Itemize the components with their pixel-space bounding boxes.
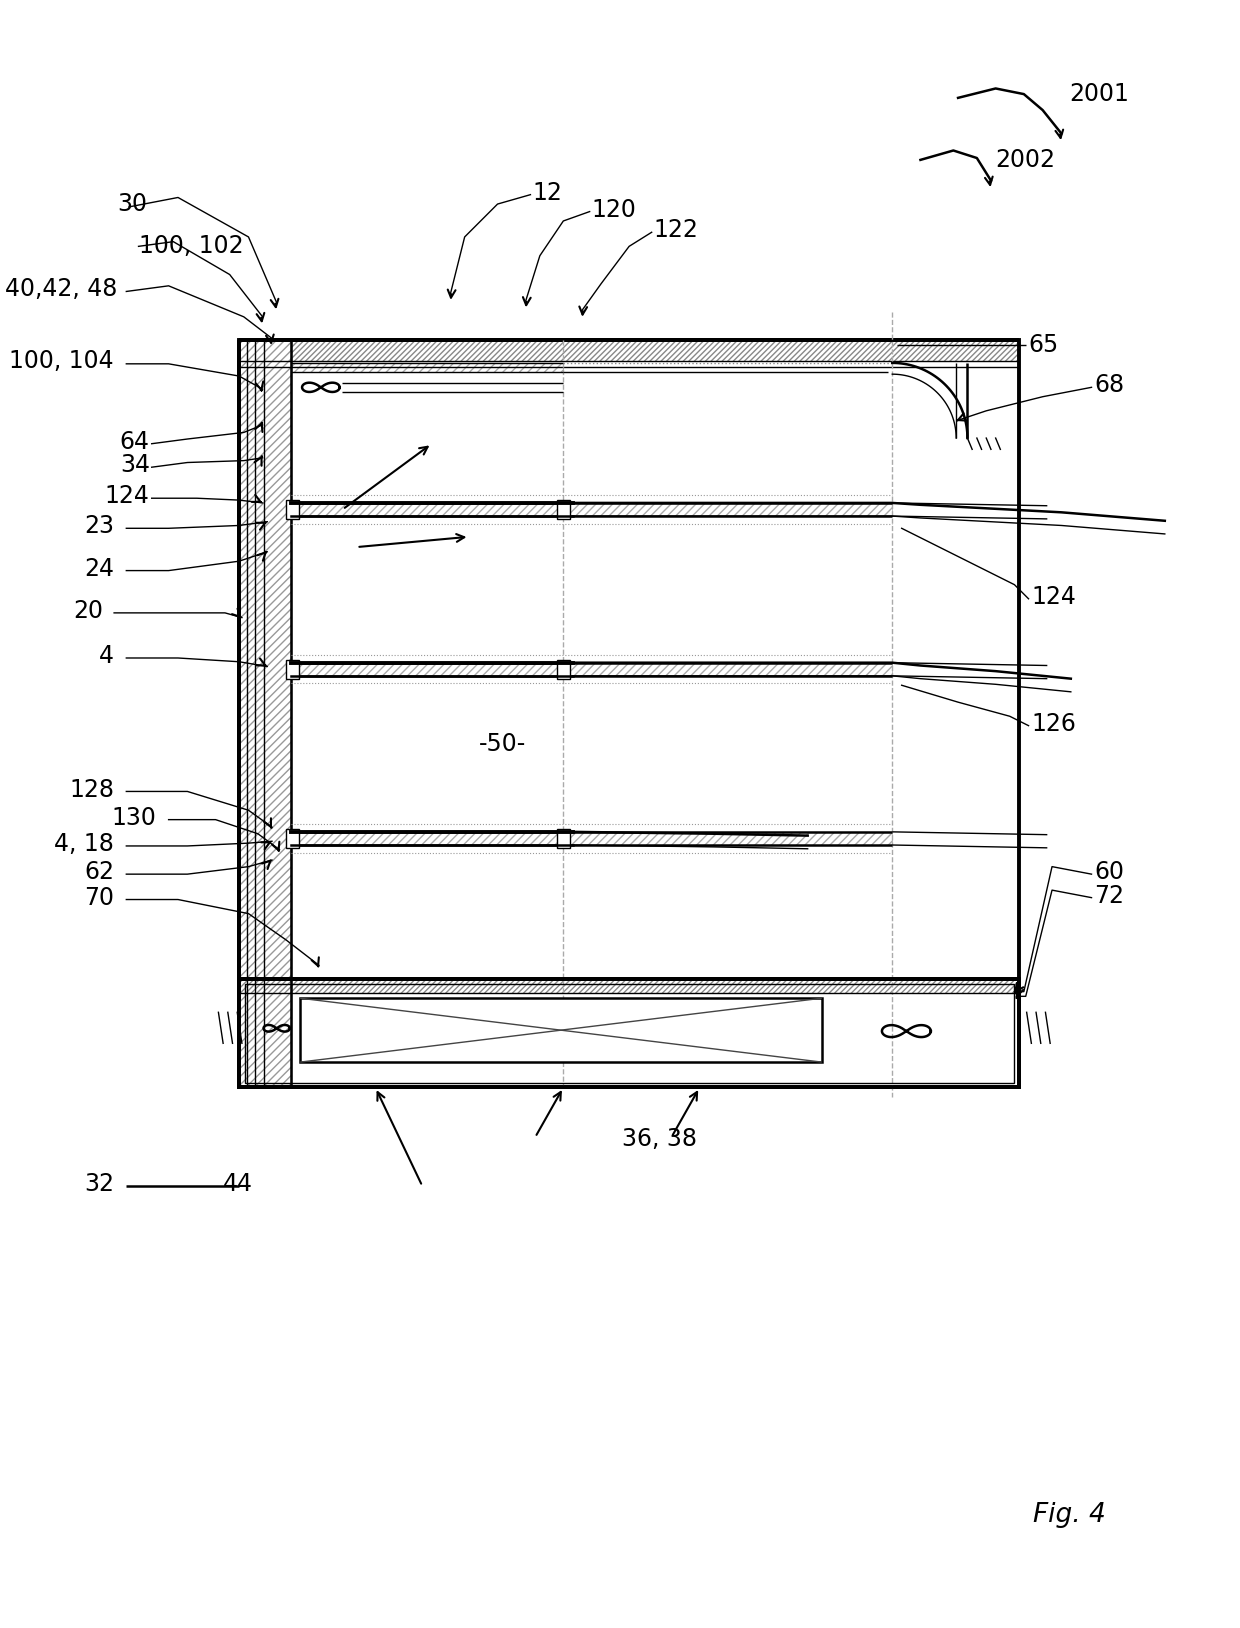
Bar <box>291 663 893 676</box>
Bar <box>291 503 893 516</box>
Text: 60: 60 <box>1095 860 1125 884</box>
Text: 32: 32 <box>84 1172 114 1197</box>
Bar <box>239 980 1019 1088</box>
Text: 65: 65 <box>1028 334 1059 357</box>
Text: 70: 70 <box>84 886 114 910</box>
Bar <box>557 659 570 679</box>
Text: -50-: -50- <box>479 733 526 757</box>
Bar <box>557 829 570 848</box>
Text: 4: 4 <box>99 645 114 667</box>
Text: 100, 102: 100, 102 <box>139 234 243 259</box>
Text: 34: 34 <box>120 453 150 477</box>
Text: 44: 44 <box>223 1172 253 1197</box>
Text: 124: 124 <box>1032 584 1076 609</box>
Text: 40,42, 48: 40,42, 48 <box>5 277 117 301</box>
Bar <box>239 340 291 1088</box>
Bar <box>291 832 893 845</box>
Bar <box>239 980 1019 993</box>
Text: 64: 64 <box>120 430 150 454</box>
Text: 2002: 2002 <box>996 148 1055 173</box>
Bar <box>300 998 822 1061</box>
Bar <box>286 500 299 519</box>
Text: 122: 122 <box>653 218 698 243</box>
Bar <box>286 659 299 679</box>
Text: Fig. 4: Fig. 4 <box>1033 1503 1106 1529</box>
Text: 24: 24 <box>84 557 114 581</box>
Bar <box>557 500 570 519</box>
Text: 130: 130 <box>112 806 156 830</box>
Text: 128: 128 <box>69 778 114 801</box>
Text: 100, 104: 100, 104 <box>10 348 114 373</box>
Text: 20: 20 <box>73 599 103 624</box>
Text: 72: 72 <box>1095 884 1125 908</box>
Text: 62: 62 <box>84 860 114 884</box>
Bar <box>239 340 1019 1088</box>
Text: 2001: 2001 <box>1069 81 1128 106</box>
Text: 68: 68 <box>1095 373 1125 397</box>
Text: 126: 126 <box>1032 711 1076 736</box>
Text: 124: 124 <box>105 485 150 508</box>
Text: 30: 30 <box>117 192 146 217</box>
Text: 12: 12 <box>532 181 562 205</box>
Bar <box>239 340 1019 361</box>
Text: 23: 23 <box>84 514 114 539</box>
Text: 120: 120 <box>591 197 636 221</box>
Bar <box>291 363 563 373</box>
Text: 36, 38: 36, 38 <box>621 1127 697 1151</box>
Bar <box>244 983 1013 1083</box>
Bar <box>286 829 299 848</box>
Text: 4, 18: 4, 18 <box>55 832 114 856</box>
